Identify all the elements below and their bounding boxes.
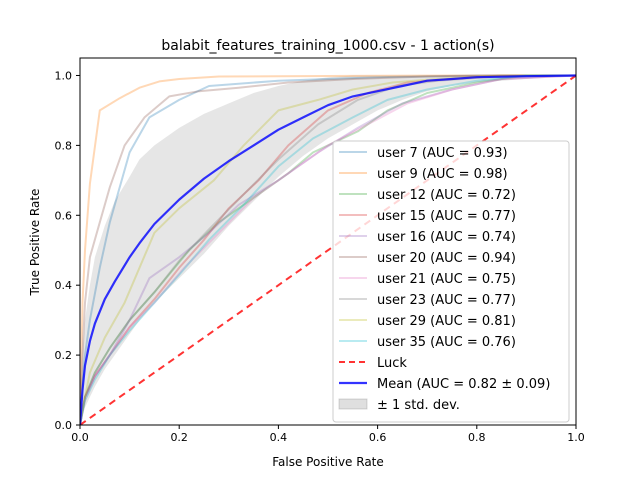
x-tick-label: 1.0 <box>567 431 585 444</box>
legend-label: user 12 (AUC = 0.72) <box>377 188 516 203</box>
legend-label: user 20 (AUC = 0.94) <box>377 251 516 266</box>
axes-frame <box>79 57 577 426</box>
x-axis-label: False Positive Rate <box>272 455 384 469</box>
y-axis-label: True Positive Rate <box>28 189 42 297</box>
axes: 0.0 0.2 0.4 0.6 0.8 1.0 0.0 0.2 0.4 0.6 0.8 1.0 <box>55 57 585 444</box>
legend-label: user 7 (AUC = 0.93) <box>377 146 508 161</box>
y-tick-label: 0.2 <box>55 349 73 362</box>
legend-label: Luck <box>377 356 407 371</box>
series-line-luck <box>80 74 576 425</box>
y-tick-label: 0.4 <box>55 279 73 292</box>
x-tick-label: 0.0 <box>71 431 89 444</box>
series-line-user-12 <box>80 74 576 425</box>
plot-area <box>80 74 576 425</box>
series-line-user-35 <box>80 74 576 425</box>
y-tick-label: 0.8 <box>55 139 73 152</box>
x-tick-label: 0.2 <box>170 431 188 444</box>
y-tick-label: 0.6 <box>55 209 73 222</box>
std-dev-band <box>80 75 576 425</box>
series-line-user-16 <box>80 74 576 425</box>
y-tick-label: 0.0 <box>55 419 73 432</box>
legend-label: ± 1 std. dev. <box>377 398 460 413</box>
legend-label: user 9 (AUC = 0.98) <box>377 167 508 182</box>
legend: user 7 (AUC = 0.93) user 9 (AUC = 0.98) us… <box>332 140 570 423</box>
series-line-user-9 <box>80 74 576 425</box>
legend-label: user 29 (AUC = 0.81) <box>377 314 516 329</box>
y-tick-label: 1.0 <box>55 69 73 82</box>
series-line-user-21 <box>80 74 576 425</box>
legend-label: user 21 (AUC = 0.75) <box>377 272 516 287</box>
x-tick-label: 0.8 <box>468 431 486 444</box>
legend-label: user 35 (AUC = 0.76) <box>377 335 516 350</box>
series-line-user-29 <box>80 74 576 425</box>
legend-label: user 23 (AUC = 0.77) <box>377 293 516 308</box>
legend-label: user 15 (AUC = 0.77) <box>377 209 516 224</box>
legend-swatch <box>338 398 368 410</box>
series-line-user-7 <box>80 74 576 425</box>
series-line-user-20 <box>80 74 576 425</box>
legend-box <box>332 140 570 423</box>
legend-label: user 16 (AUC = 0.74) <box>377 230 516 245</box>
x-tick-label: 0.6 <box>369 431 387 444</box>
series-line-mean <box>80 74 576 425</box>
legend-label: Mean (AUC = 0.82 ± 0.09) <box>377 377 550 392</box>
chart-title: balabit_features_training_1000.csv - 1 a… <box>161 38 494 54</box>
x-tick-label: 0.4 <box>270 431 288 444</box>
